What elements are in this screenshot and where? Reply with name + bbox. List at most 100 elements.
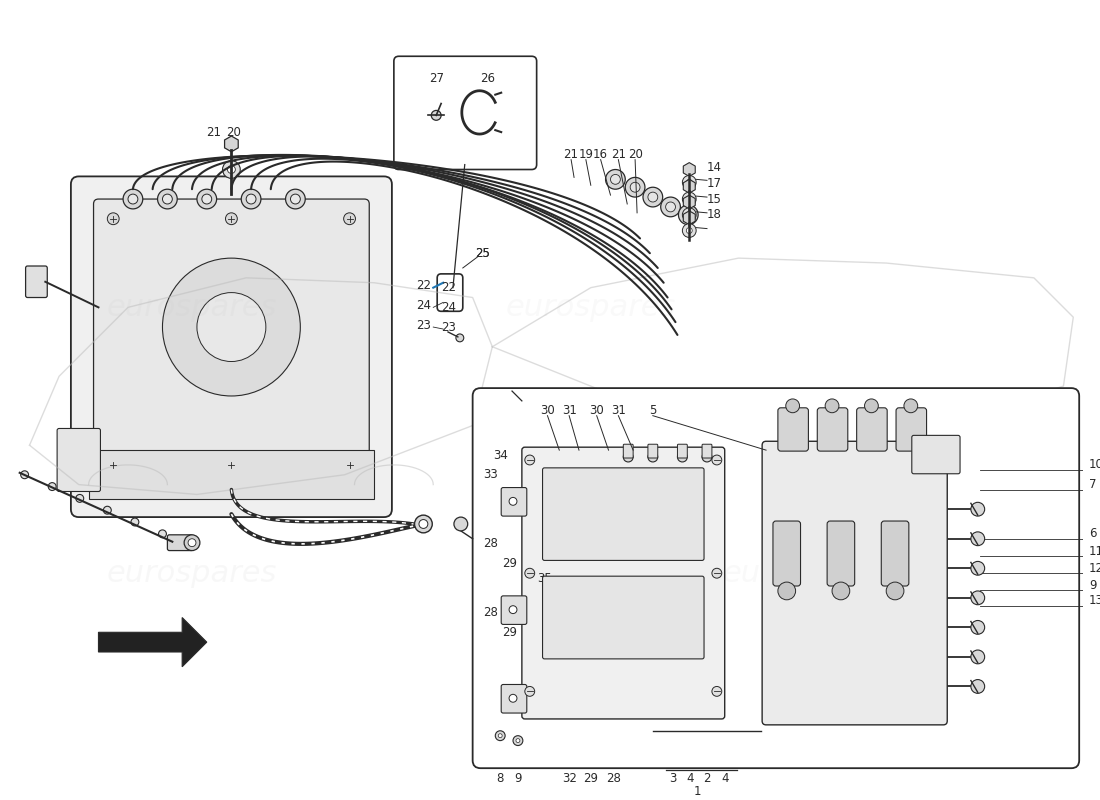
Circle shape [832, 582, 850, 600]
Text: eurospares: eurospares [107, 558, 277, 588]
Text: 23: 23 [416, 318, 431, 331]
Text: 5: 5 [649, 404, 657, 418]
Circle shape [415, 515, 432, 533]
Circle shape [525, 455, 535, 465]
Circle shape [904, 399, 917, 413]
Circle shape [712, 568, 722, 578]
Circle shape [513, 736, 522, 746]
Circle shape [712, 686, 722, 696]
Text: 31: 31 [562, 404, 576, 418]
Text: 20: 20 [226, 126, 241, 138]
Text: 11: 11 [1089, 545, 1100, 558]
Circle shape [712, 455, 722, 465]
Circle shape [222, 161, 240, 178]
Circle shape [431, 110, 441, 120]
Circle shape [971, 562, 984, 575]
FancyBboxPatch shape [702, 444, 712, 458]
Circle shape [971, 650, 984, 664]
Text: 14: 14 [707, 161, 722, 174]
Circle shape [21, 471, 29, 478]
Circle shape [163, 194, 173, 204]
FancyBboxPatch shape [762, 442, 947, 725]
Circle shape [509, 694, 517, 702]
Circle shape [679, 205, 699, 225]
Text: 6: 6 [1089, 527, 1097, 540]
Circle shape [48, 482, 56, 490]
Circle shape [516, 738, 520, 742]
Circle shape [648, 192, 658, 202]
Circle shape [103, 506, 111, 514]
FancyBboxPatch shape [778, 408, 808, 451]
Circle shape [785, 399, 800, 413]
FancyBboxPatch shape [857, 408, 888, 451]
FancyBboxPatch shape [827, 521, 855, 586]
FancyBboxPatch shape [57, 429, 100, 491]
Circle shape [644, 187, 662, 207]
Text: 29: 29 [583, 771, 598, 785]
Circle shape [286, 190, 305, 209]
Circle shape [606, 170, 625, 190]
Text: 24: 24 [416, 299, 431, 312]
Text: 17: 17 [707, 177, 722, 190]
Circle shape [197, 190, 217, 209]
Text: 30: 30 [540, 404, 554, 418]
Circle shape [683, 210, 693, 220]
Circle shape [971, 532, 984, 546]
Circle shape [661, 197, 681, 217]
Text: 29: 29 [503, 626, 518, 638]
Circle shape [158, 530, 166, 538]
Text: 3: 3 [669, 771, 676, 785]
Text: 22: 22 [416, 279, 431, 292]
Circle shape [702, 452, 712, 462]
Text: 23: 23 [441, 321, 456, 334]
Circle shape [625, 178, 645, 197]
Circle shape [509, 498, 517, 506]
Text: 24: 24 [441, 301, 456, 314]
FancyBboxPatch shape [678, 444, 688, 458]
Circle shape [686, 212, 692, 218]
Circle shape [525, 686, 535, 696]
FancyBboxPatch shape [773, 521, 801, 586]
Circle shape [226, 213, 238, 225]
Circle shape [123, 190, 143, 209]
Circle shape [865, 399, 878, 413]
Text: 9: 9 [514, 771, 521, 785]
Text: 28: 28 [606, 771, 620, 785]
Circle shape [971, 621, 984, 634]
Text: 29: 29 [503, 557, 518, 570]
FancyBboxPatch shape [912, 435, 960, 474]
Text: 26: 26 [480, 73, 495, 86]
FancyBboxPatch shape [70, 177, 392, 517]
Text: 31: 31 [610, 404, 626, 418]
FancyBboxPatch shape [25, 266, 47, 298]
Circle shape [686, 179, 692, 186]
FancyBboxPatch shape [881, 521, 909, 586]
Circle shape [419, 519, 428, 529]
Circle shape [290, 194, 300, 204]
FancyBboxPatch shape [896, 408, 926, 451]
Circle shape [686, 228, 692, 234]
Text: eurospares: eurospares [107, 293, 277, 322]
Text: 9: 9 [1089, 578, 1097, 591]
Text: 4: 4 [720, 771, 728, 785]
Circle shape [343, 213, 355, 225]
FancyBboxPatch shape [502, 487, 527, 516]
Circle shape [246, 194, 256, 204]
Text: 21: 21 [610, 148, 626, 162]
Circle shape [682, 224, 696, 238]
Circle shape [76, 494, 84, 502]
Polygon shape [99, 618, 207, 666]
Circle shape [202, 194, 211, 204]
Circle shape [131, 518, 139, 526]
Text: 7: 7 [1089, 478, 1097, 491]
Text: 4: 4 [686, 771, 694, 785]
Circle shape [108, 459, 119, 471]
FancyBboxPatch shape [648, 444, 658, 458]
Circle shape [525, 568, 535, 578]
Circle shape [971, 502, 984, 516]
Circle shape [971, 591, 984, 605]
Text: 25: 25 [475, 246, 490, 260]
Circle shape [678, 452, 688, 462]
Text: 20: 20 [628, 148, 642, 162]
Circle shape [666, 202, 675, 212]
